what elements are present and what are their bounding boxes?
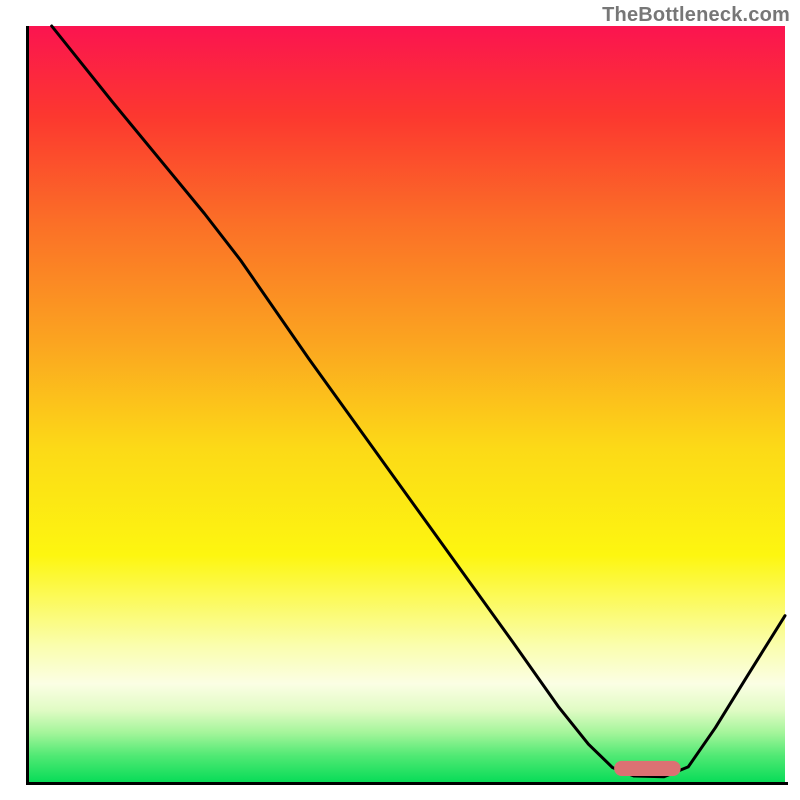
watermark-text: TheBottleneck.com	[602, 4, 790, 27]
optimum-marker	[614, 761, 681, 776]
marker-layer	[29, 26, 785, 782]
y-axis-line	[26, 26, 29, 785]
x-axis-line	[26, 782, 788, 785]
chart-root: TheBottleneck.com	[0, 0, 800, 800]
plot-area	[29, 26, 785, 782]
